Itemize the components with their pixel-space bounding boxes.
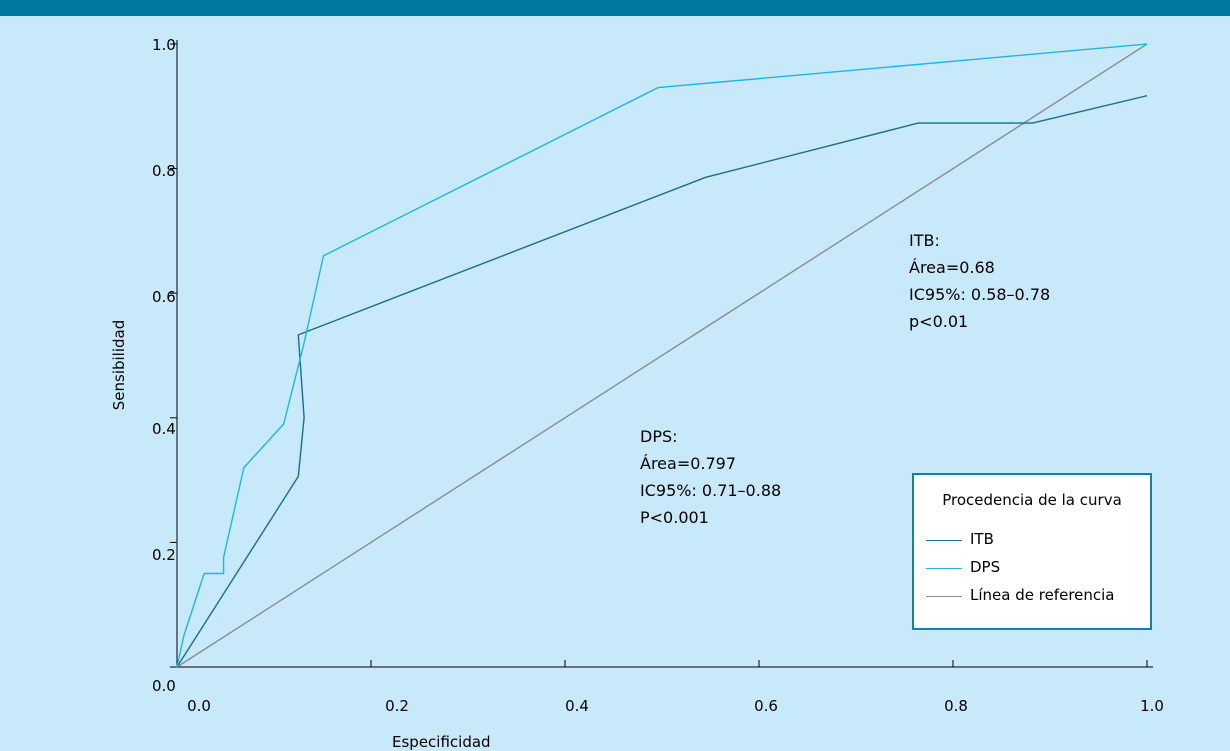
legend-item-itb: ITB [926, 529, 1146, 551]
y-axis-title: Sensibilidad [110, 320, 128, 411]
annotation-dps-line: IC95%: 0.71–0.88 [640, 481, 781, 500]
y-tick-label: 0.2 [152, 546, 176, 564]
annotation-itb-line: Área=0.68 [909, 258, 995, 277]
annotation-itb: ITB: Área=0.68 IC95%: 0.58–0.78 p<0.01 [909, 231, 1055, 331]
x-tick-label: 0.4 [565, 697, 589, 715]
annotation-itb-line: ITB: [909, 231, 940, 250]
series-itb-line [176, 95, 1148, 668]
annotation-dps-line: Área=0.797 [640, 454, 736, 473]
series-layer [176, 43, 1148, 668]
legend: Procedencia de la curva ITB DPS Línea de… [912, 473, 1152, 630]
annotation-itb-line: IC95%: 0.58–0.78 [909, 285, 1050, 304]
legend-item-dps: DPS [926, 557, 1146, 579]
x-tick-label: 0.2 [385, 697, 409, 715]
y-tick-label: 0.0 [152, 677, 176, 695]
legend-title: Procedencia de la curva [942, 491, 1122, 509]
header-band [0, 0, 1230, 16]
legend-swatch-dps [926, 568, 962, 569]
x-axis-title: Especificidad [392, 733, 491, 751]
x-tick-label: 1.0 [1140, 697, 1164, 715]
legend-label-reference-line: Línea de referencia [970, 586, 1115, 604]
y-tick-label: 0.8 [152, 162, 176, 180]
series-reference-line [176, 43, 1148, 668]
y-tick-label: 0.4 [152, 420, 176, 438]
y-tick-label: 0.6 [152, 288, 176, 306]
legend-swatch-itb [926, 540, 962, 541]
annotation-dps-line: P<0.001 [640, 508, 709, 527]
axes [176, 40, 1153, 668]
annotation-dps: DPS: Área=0.797 IC95%: 0.71–0.88 P<0.001 [640, 427, 786, 527]
legend-label-itb: ITB [970, 530, 994, 548]
x-tick-label: 0.6 [754, 697, 778, 715]
y-tick-label: 1.0 [152, 36, 176, 54]
x-tick-label: 0.0 [187, 697, 211, 715]
annotation-itb-line: p<0.01 [909, 312, 968, 331]
tick-labels: 0.0 0.2 0.4 0.6 0.8 1.0 0.0 0.2 0.4 0.6 0.8 1.0 [152, 36, 1164, 715]
legend-label-dps: DPS [970, 558, 1001, 576]
legend-item-reference-line: Línea de referencia [926, 585, 1146, 607]
x-tick-label: 0.8 [944, 697, 968, 715]
series-dps-line [176, 43, 1148, 668]
annotation-dps-line: DPS: [640, 427, 678, 446]
legend-swatch-reference-line [926, 596, 962, 597]
